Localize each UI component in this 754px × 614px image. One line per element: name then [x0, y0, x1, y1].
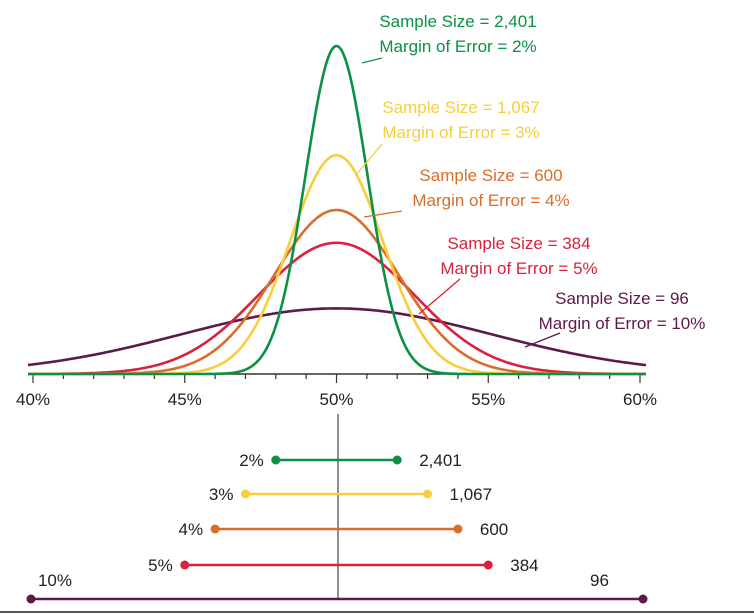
ci-margin-label-s600: 4%	[179, 520, 204, 539]
distribution-curves	[27, 44, 647, 376]
ci-right-dot-s1067	[423, 489, 433, 499]
ci-margin-label-s1067: 3%	[209, 485, 234, 504]
ci-left-dot-s600	[210, 524, 220, 534]
x-tick-label: 40%	[16, 390, 50, 409]
ci-size-label-s2401: 2,401	[419, 451, 462, 470]
curve-s384	[28, 241, 646, 376]
tick-labels: 40% 45% 50% 55% 60%	[16, 390, 657, 409]
ci-size-label-s96: 96	[590, 571, 609, 590]
ci-size-label-s1067: 1,067	[450, 485, 493, 504]
x-tick-label: 55%	[471, 390, 505, 409]
x-tick-label: 45%	[168, 390, 202, 409]
ci-left-dot-s96	[26, 594, 36, 604]
ci-size-label-s384: 384	[510, 556, 538, 575]
ci-left-dot-s1067	[240, 489, 250, 499]
ci-margin-label-s96: 10%	[38, 571, 72, 590]
leader-s384	[418, 278, 461, 315]
curve-labels: Sample Size = 2,401 Margin of Error = 2% S…	[379, 12, 705, 333]
ci-right-dot-s2401	[392, 455, 402, 465]
leader-s96	[524, 332, 561, 348]
curve-label-size-s1067: Sample Size = 1,067	[382, 98, 539, 117]
leader-s600	[363, 210, 403, 218]
curve-label-margin-s600: Margin of Error = 4%	[412, 191, 569, 210]
ci-margin-label-s384: 5%	[148, 556, 173, 575]
x-tick-label: 60%	[623, 390, 657, 409]
ci-size-label-s600: 600	[480, 520, 508, 539]
major-ticks	[32, 374, 641, 383]
curve-label-size-s96: Sample Size = 96	[555, 289, 689, 308]
leader-s1067	[355, 143, 383, 176]
curve-label-margin-s2401: Margin of Error = 2%	[379, 37, 536, 56]
x-tick-label: 50%	[319, 390, 353, 409]
curve-label-margin-s384: Margin of Error = 5%	[440, 259, 597, 278]
confidence-interval-bars: 2% 2,401 3% 1,067 4% 600 5% 384 10% 96	[26, 451, 648, 604]
ci-left-dot-s384	[180, 560, 190, 570]
curve-label-margin-s1067: Margin of Error = 3%	[382, 123, 539, 142]
curve-s2401	[28, 44, 646, 376]
curve-label-size-s2401: Sample Size = 2,401	[379, 12, 536, 31]
ci-right-dot-s96	[638, 594, 648, 604]
curve-label-size-s600: Sample Size = 600	[419, 166, 562, 185]
label-leader-lines	[355, 57, 561, 348]
curve-label-size-s384: Sample Size = 384	[447, 234, 590, 253]
ci-right-dot-s600	[453, 524, 463, 534]
ci-right-dot-s384	[483, 560, 493, 570]
curve-s96	[27, 307, 647, 367]
ci-margin-label-s2401: 2%	[239, 451, 264, 470]
ci-left-dot-s2401	[271, 455, 281, 465]
leader-s2401	[361, 57, 383, 64]
curve-label-margin-s96: Margin of Error = 10%	[539, 314, 706, 333]
